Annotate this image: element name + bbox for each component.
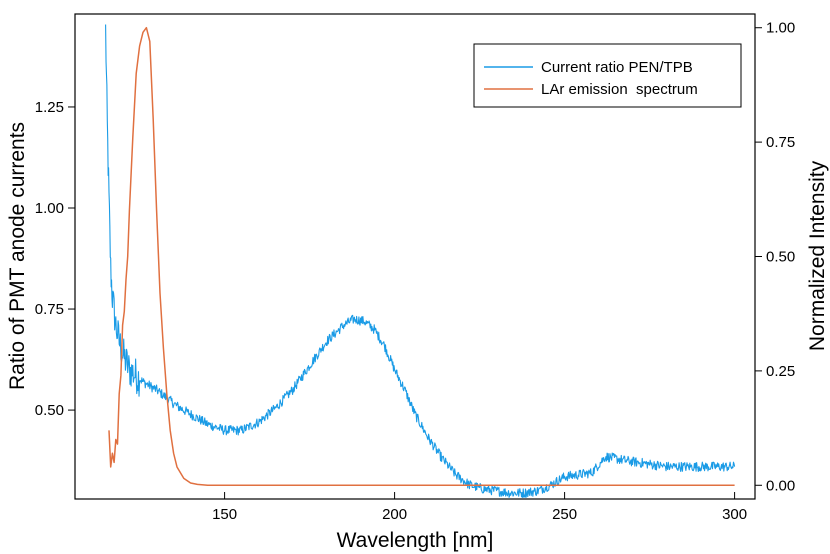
series-line-lar-emission xyxy=(108,26,735,487)
legend-label-lar-emission: LAr emission spectrum xyxy=(541,81,698,98)
y-right-tick-label-1.00: 1.00 xyxy=(766,20,795,37)
y-left-tick-label-0.75: 0.75 xyxy=(35,301,64,318)
y-right-tick-label-0.75: 0.75 xyxy=(766,134,795,151)
y-right-axis-title: Normalized Intensity xyxy=(806,160,829,351)
legend-label-current-ratio: Current ratio PEN/TPB xyxy=(541,59,693,76)
y-left-tick-label-1.25: 1.25 xyxy=(35,99,64,116)
series-layer xyxy=(105,24,736,499)
legend: Current ratio PEN/TPB LAr emission spect… xyxy=(473,43,742,108)
x-tick-label-150: 150 xyxy=(212,506,237,523)
series-line-current-ratio xyxy=(105,24,736,499)
y-left-axis-title: Ratio of PMT anode currents xyxy=(6,122,29,390)
tick-layer: 150 200 250 300 0.50 0.75 1.00 1.25 0.00 0.25 0.50… xyxy=(35,20,795,523)
y-left-tick-label-1.00: 1.00 xyxy=(35,200,64,217)
x-tick-label-250: 250 xyxy=(552,506,577,523)
y-right-tick-label-0.00: 0.00 xyxy=(766,477,795,494)
legend-box xyxy=(473,43,742,108)
x-axis-title: Wavelength [nm] xyxy=(337,529,494,552)
x-tick-label-200: 200 xyxy=(382,506,407,523)
y-left-tick-label-0.50: 0.50 xyxy=(35,402,64,419)
x-tick-label-300: 300 xyxy=(722,506,747,523)
y-right-tick-label-0.25: 0.25 xyxy=(766,363,795,380)
y-right-tick-label-0.50: 0.50 xyxy=(766,249,795,266)
